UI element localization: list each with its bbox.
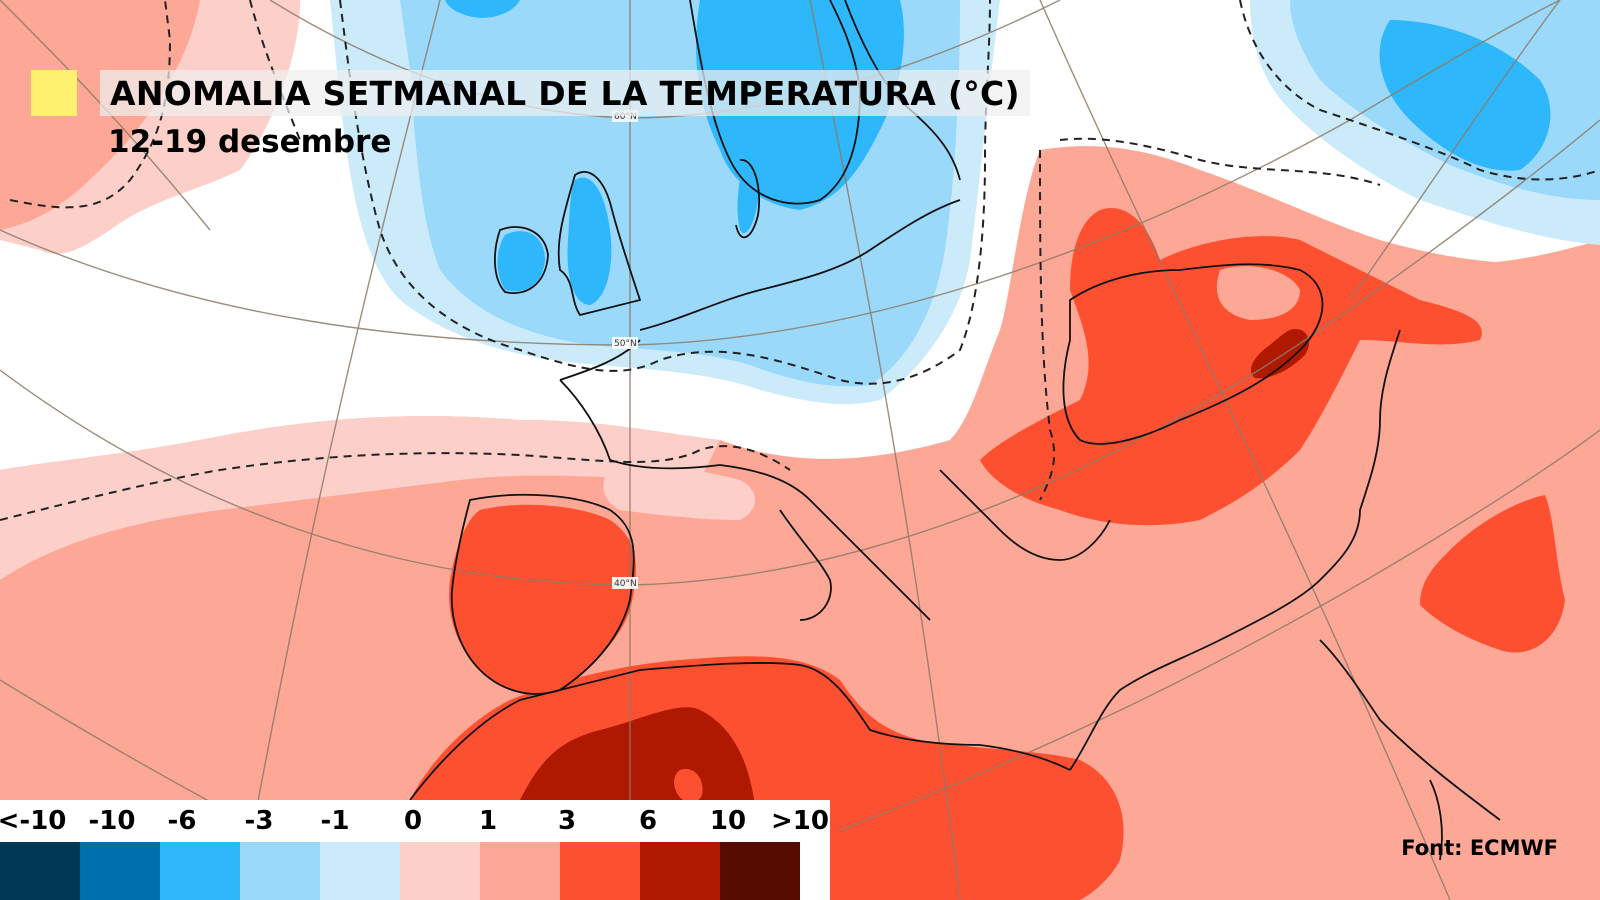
legend-swatch — [80, 842, 160, 900]
anomaly-3-6-blacksea — [980, 208, 1482, 526]
legend-swatch — [480, 842, 560, 900]
legend-swatch — [400, 842, 480, 900]
title-band: ANOMALIA SETMANAL DE LA TEMPERATURA (°C) — [100, 70, 1030, 116]
anomaly-1-3-blacksea-core — [1216, 266, 1300, 320]
legend-label: 0 — [403, 806, 423, 836]
anomaly-minus6-minus3-uk — [567, 177, 612, 305]
legend-label: <-10 — [0, 806, 67, 836]
legend-label: 3 — [557, 806, 577, 836]
legend-label: -1 — [320, 806, 350, 836]
anomaly-3-6-iberia — [449, 504, 636, 694]
legend-label: 10 — [709, 806, 747, 836]
legend-label: 1 — [478, 806, 498, 836]
lat-label-40n: 40°N — [614, 579, 637, 589]
period-subtitle: 12-19 desembre — [108, 124, 392, 160]
legend-label: -10 — [88, 806, 136, 836]
map-title: ANOMALIA SETMANAL DE LA TEMPERATURA (°C) — [110, 73, 1020, 113]
anomaly-0-1-gulf-lion — [603, 465, 755, 520]
legend-swatch — [160, 842, 240, 900]
coastlines — [409, 0, 1501, 861]
legend-swatches — [0, 842, 800, 900]
legend-swatch — [720, 842, 800, 900]
legend-swatch — [560, 842, 640, 900]
lat-label-50n: 50°N — [614, 339, 637, 349]
legend-label: >10 — [771, 806, 829, 836]
legend-label: -6 — [167, 806, 197, 836]
legend-swatch — [0, 842, 80, 900]
source-credit: Font: ECMWF — [1401, 836, 1558, 860]
legend-swatch — [640, 842, 720, 900]
anomaly-minus6-minus3-iceland — [445, 0, 520, 18]
anomaly-3-6-sahara-hole — [674, 769, 703, 803]
anomaly-minus6-minus3-russia — [1379, 20, 1551, 171]
anomaly-minus6-minus3-ireland — [497, 231, 545, 292]
zero-anomaly-contours — [0, 0, 1600, 521]
anomaly-3-6-mideast — [1420, 495, 1565, 653]
legend-swatch — [320, 842, 400, 900]
title-marker — [31, 70, 77, 116]
legend-swatch — [240, 842, 320, 900]
legend-label: 6 — [638, 806, 658, 836]
legend-labels: <-10 -10 -6 -3 -1 0 1 3 6 10 >10 — [0, 800, 830, 842]
legend-label: -3 — [244, 806, 274, 836]
color-legend: <-10 -10 -6 -3 -1 0 1 3 6 10 >10 — [0, 800, 830, 900]
lat-label-60n: 60°N — [614, 112, 637, 122]
